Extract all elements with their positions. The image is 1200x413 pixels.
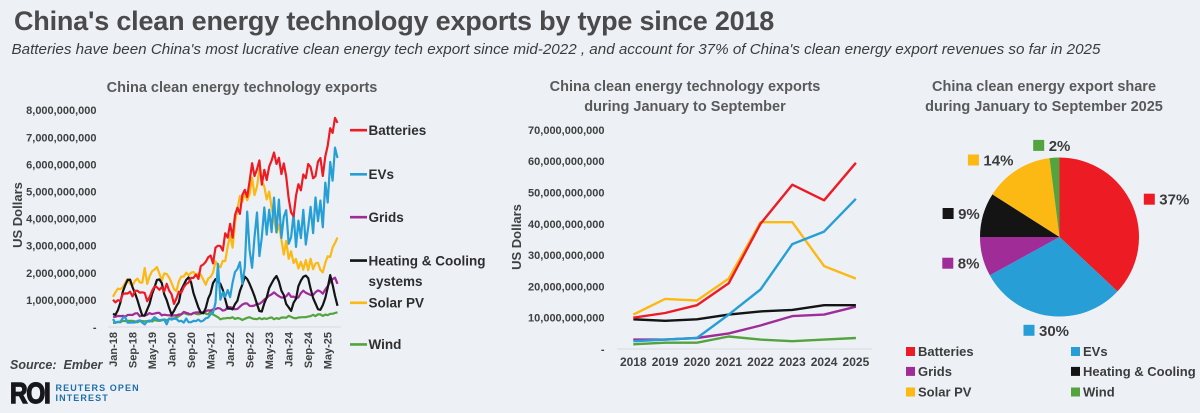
svg-text:-: - (93, 322, 97, 334)
svg-text:May-23: May-23 (264, 332, 276, 369)
svg-text:2022: 2022 (747, 355, 774, 369)
svg-text:EVs: EVs (369, 167, 395, 182)
svg-text:2024: 2024 (811, 355, 838, 369)
svg-text:US Dollars: US Dollars (509, 204, 524, 270)
svg-text:Sep-20: Sep-20 (186, 332, 198, 368)
svg-text:2018: 2018 (620, 355, 647, 369)
svg-text:2%: 2% (1049, 138, 1071, 155)
svg-text:EVs: EVs (1083, 344, 1108, 359)
svg-text:7,000,000,000: 7,000,000,000 (26, 132, 96, 144)
svg-text:Grids: Grids (918, 364, 952, 379)
svg-text:5,000,000,000: 5,000,000,000 (26, 187, 96, 199)
svg-text:Wind: Wind (369, 337, 402, 352)
svg-text:60,000,000,000: 60,000,000,000 (528, 156, 604, 168)
svg-text:8,000,000,000: 8,000,000,000 (26, 105, 96, 117)
svg-text:3,000,000,000: 3,000,000,000 (26, 241, 96, 253)
svg-text:10,000,000,000: 10,000,000,000 (528, 313, 604, 325)
svg-text:during January to September 20: during January to September 2025 (925, 99, 1163, 115)
svg-text:Jan-24: Jan-24 (284, 331, 296, 367)
svg-text:China clean energy technology: China clean energy technology exports (107, 80, 378, 96)
svg-text:China clean energy technology: China clean energy technology exports (550, 79, 821, 95)
svg-text:40,000,000,000: 40,000,000,000 (528, 219, 604, 231)
svg-text:Wind: Wind (1083, 385, 1115, 400)
svg-text:Heating & Cooling: Heating & Cooling (1083, 364, 1196, 379)
svg-text:70,000,000,000: 70,000,000,000 (528, 125, 604, 137)
svg-text:Solar PV: Solar PV (369, 296, 425, 311)
svg-text:2021: 2021 (715, 355, 742, 369)
svg-text:Sep-22: Sep-22 (245, 332, 257, 368)
svg-text:37%: 37% (1159, 192, 1189, 209)
svg-text:May-25: May-25 (323, 332, 335, 369)
svg-text:Jan-18: Jan-18 (108, 332, 120, 367)
svg-text:2020: 2020 (684, 355, 711, 369)
svg-text:systems: systems (369, 274, 423, 289)
svg-text:9%: 9% (958, 206, 980, 223)
svg-text:Sep-24: Sep-24 (303, 331, 315, 368)
svg-text:1,000,000,000: 1,000,000,000 (26, 295, 96, 307)
svg-text:20,000,000,000: 20,000,000,000 (528, 281, 604, 293)
svg-text:2025: 2025 (843, 355, 870, 369)
svg-text:30,000,000,000: 30,000,000,000 (528, 250, 604, 262)
svg-text:6,000,000,000: 6,000,000,000 (26, 159, 96, 171)
svg-text:Batteries: Batteries (369, 123, 427, 138)
svg-text:US Dollars: US Dollars (10, 182, 25, 248)
svg-text:30%: 30% (1039, 323, 1069, 340)
svg-text:during January to September: during January to September (584, 99, 786, 115)
svg-text:May-19: May-19 (147, 332, 159, 369)
svg-text:Jan-22: Jan-22 (225, 332, 237, 367)
svg-text:14%: 14% (983, 153, 1013, 170)
svg-text:2023: 2023 (779, 355, 806, 369)
svg-text:50,000,000,000: 50,000,000,000 (528, 188, 604, 200)
svg-text:Grids: Grids (369, 210, 404, 225)
svg-text:Heating & Cooling: Heating & Cooling (369, 253, 486, 268)
svg-text:8%: 8% (958, 256, 980, 273)
svg-text:4,000,000,000: 4,000,000,000 (26, 214, 96, 226)
svg-text:Jan-20: Jan-20 (167, 332, 179, 367)
svg-text:Batteries: Batteries (918, 344, 974, 359)
svg-text:-: - (601, 344, 605, 356)
svg-text:Sep-18: Sep-18 (128, 332, 140, 368)
svg-text:Solar PV: Solar PV (918, 385, 972, 400)
svg-text:2019: 2019 (652, 355, 679, 369)
svg-text:May-21: May-21 (206, 332, 218, 369)
svg-text:China clean energy export shar: China clean energy export share (932, 79, 1156, 95)
svg-text:2,000,000,000: 2,000,000,000 (26, 268, 96, 280)
